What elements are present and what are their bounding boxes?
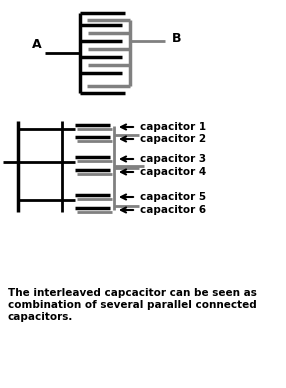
Text: combination of several parallel connected: combination of several parallel connecte… [8,300,257,310]
Text: capacitor 6: capacitor 6 [140,205,206,215]
Text: capacitor 4: capacitor 4 [140,167,206,177]
Text: capacitor 3: capacitor 3 [140,154,206,164]
Text: capacitor 1: capacitor 1 [140,122,206,132]
Text: capacitor 2: capacitor 2 [140,134,206,144]
Text: The interleaved capcacitor can be seen as: The interleaved capcacitor can be seen a… [8,288,257,298]
Text: B: B [172,33,182,45]
Text: capacitors.: capacitors. [8,312,74,322]
Text: capacitor 5: capacitor 5 [140,192,206,202]
Text: A: A [32,38,42,51]
